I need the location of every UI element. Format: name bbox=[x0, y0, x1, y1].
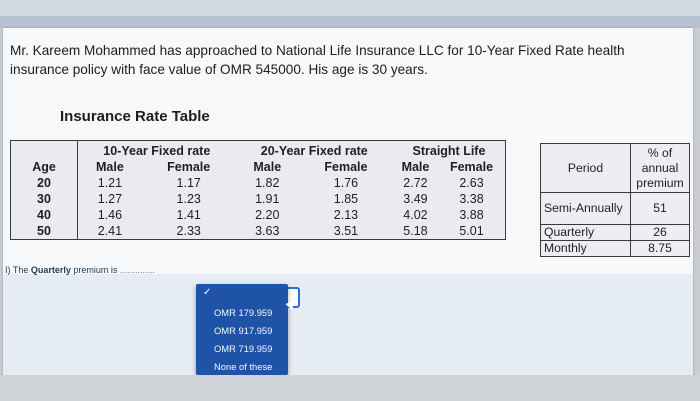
question-text: Mr. Kareem Mohammed has approached to Na… bbox=[10, 43, 625, 77]
top-bar bbox=[0, 16, 700, 28]
table-row: 50 2.41 2.33 3.63 3.51 5.18 5.01 bbox=[10, 223, 506, 240]
option-1[interactable]: OMR 179.959 bbox=[214, 307, 273, 318]
table-row: Semi-Annually 51 bbox=[540, 192, 690, 225]
sub-header: Female bbox=[449, 159, 494, 174]
sub-header: Male bbox=[96, 159, 124, 174]
question-sheet: Mr. Kareem Mohammed has approached to Na… bbox=[3, 28, 693, 401]
browser-top-strip bbox=[0, 0, 700, 28]
sub-header: Female bbox=[167, 159, 211, 174]
table-row: 20 1.21 1.17 1.82 1.76 2.72 2.63 bbox=[10, 175, 506, 191]
group-header-straight: Straight Life bbox=[412, 143, 486, 158]
table-row: 30 1.27 1.23 1.91 1.85 3.49 3.38 bbox=[10, 191, 506, 207]
option-3[interactable]: OMR 719.959 bbox=[214, 343, 273, 354]
option-2[interactable]: OMR 917.959 bbox=[214, 325, 273, 336]
answer-question-line: I) The Quarterly premium is ............… bbox=[5, 265, 155, 275]
check-icon: ✓ bbox=[203, 287, 212, 298]
sub-header: Male bbox=[253, 159, 282, 174]
answer-dropdown[interactable]: ✓ OMR 179.959 OMR 917.959 OMR 719.959 No… bbox=[196, 284, 288, 375]
age-corner bbox=[10, 140, 78, 159]
sub-header: Female bbox=[324, 159, 368, 174]
period-premium-table: Period % of annual premium Semi-Annually… bbox=[540, 143, 690, 257]
group-header-20yr: 20-Year Fixed rate bbox=[260, 143, 368, 158]
group-header-10yr: 10-Year Fixed rate bbox=[103, 143, 211, 158]
option-4[interactable]: None of these bbox=[214, 361, 273, 372]
insurance-rate-table: 10-Year Fixed rate 20-Year Fixed rate St… bbox=[10, 140, 506, 240]
period-header: Period bbox=[540, 143, 631, 193]
table-row: 40 1.46 1.41 2.20 2.13 4.02 3.88 bbox=[10, 207, 506, 223]
table-row: Monthly 8.75 bbox=[540, 240, 690, 257]
table-title: Insurance Rate Table bbox=[60, 108, 210, 125]
pct-header: % of annual premium bbox=[630, 143, 690, 193]
sub-header: Male bbox=[401, 159, 430, 174]
table-row: Quarterly 26 bbox=[540, 224, 690, 241]
age-header: Age bbox=[10, 159, 78, 175]
bottom-area bbox=[0, 375, 700, 401]
